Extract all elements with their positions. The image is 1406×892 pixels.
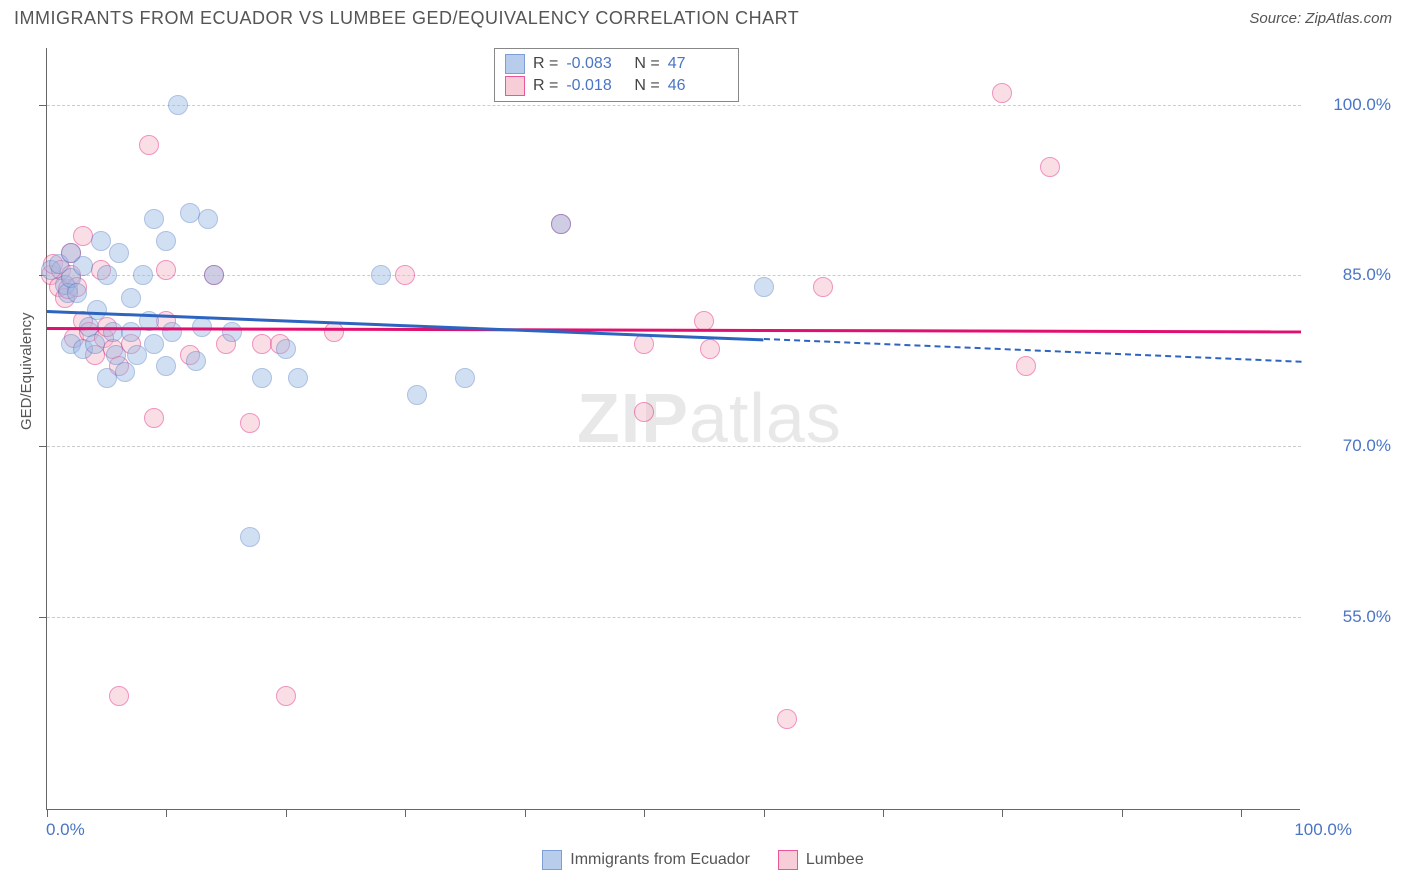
data-point	[222, 322, 242, 342]
stats-row-ecuador: R = -0.083 N = 47	[505, 53, 728, 75]
scatter-chart: ZIPatlas R = -0.083 N = 47 R = -0.018 N …	[46, 48, 1300, 810]
data-point	[67, 283, 87, 303]
stats-row-lumbee: R = -0.018 N = 46	[505, 75, 728, 97]
data-point	[186, 351, 206, 371]
legend-item-lumbee: Lumbee	[778, 850, 864, 870]
data-point	[276, 339, 296, 359]
data-point	[139, 135, 159, 155]
data-point	[551, 214, 571, 234]
data-point	[288, 368, 308, 388]
swatch-lumbee	[505, 76, 525, 96]
data-point	[144, 408, 164, 428]
data-point	[813, 277, 833, 297]
data-point	[700, 339, 720, 359]
data-point	[121, 288, 141, 308]
data-point	[276, 686, 296, 706]
source-label: Source:	[1249, 10, 1305, 27]
x-axis-max-label: 100.0%	[1294, 820, 1352, 840]
swatch-ecuador	[505, 54, 525, 74]
y-axis-label: GED/Equivalency	[18, 312, 35, 430]
data-point	[371, 265, 391, 285]
data-point	[240, 527, 260, 547]
data-point	[109, 243, 129, 263]
data-point	[407, 385, 427, 405]
chart-title: IMMIGRANTS FROM ECUADOR VS LUMBEE GED/EQ…	[14, 8, 799, 29]
y-tick-label: 100.0%	[1311, 95, 1401, 115]
gridline	[47, 446, 1301, 447]
data-point	[1040, 157, 1060, 177]
data-point	[97, 265, 117, 285]
data-point	[395, 265, 415, 285]
y-tick-label: 70.0%	[1311, 436, 1401, 456]
data-point	[144, 334, 164, 354]
data-point	[162, 322, 182, 342]
source-attribution: Source: ZipAtlas.com	[1249, 10, 1392, 28]
swatch-lumbee-icon	[778, 850, 798, 870]
data-point	[121, 322, 141, 342]
data-point	[156, 260, 176, 280]
x-axis-min-label: 0.0%	[46, 820, 85, 840]
data-point	[634, 402, 654, 422]
data-point	[127, 345, 147, 365]
data-point	[109, 686, 129, 706]
data-point	[324, 322, 344, 342]
y-tick-label: 55.0%	[1311, 607, 1401, 627]
legend-item-ecuador: Immigrants from Ecuador	[542, 850, 750, 870]
data-point	[156, 356, 176, 376]
data-point	[85, 334, 105, 354]
data-point	[992, 83, 1012, 103]
data-point	[455, 368, 475, 388]
data-point	[754, 277, 774, 297]
data-point	[144, 209, 164, 229]
y-tick-label: 85.0%	[1311, 265, 1401, 285]
data-point	[73, 256, 93, 276]
data-point	[156, 231, 176, 251]
data-point	[240, 413, 260, 433]
data-point	[1016, 356, 1036, 376]
data-point	[91, 231, 111, 251]
data-point	[87, 300, 107, 320]
data-point	[115, 362, 135, 382]
data-point	[198, 209, 218, 229]
data-point	[777, 709, 797, 729]
data-point	[133, 265, 153, 285]
swatch-ecuador-icon	[542, 850, 562, 870]
stats-legend-box: R = -0.083 N = 47 R = -0.018 N = 46	[494, 48, 739, 102]
data-point	[252, 368, 272, 388]
bottom-legend: Immigrants from Ecuador Lumbee	[0, 850, 1406, 870]
gridline	[47, 105, 1301, 106]
gridline	[47, 617, 1301, 618]
source-value: ZipAtlas.com	[1305, 10, 1392, 27]
gridline	[47, 275, 1301, 276]
data-point	[634, 334, 654, 354]
data-point	[168, 95, 188, 115]
data-point	[204, 265, 224, 285]
